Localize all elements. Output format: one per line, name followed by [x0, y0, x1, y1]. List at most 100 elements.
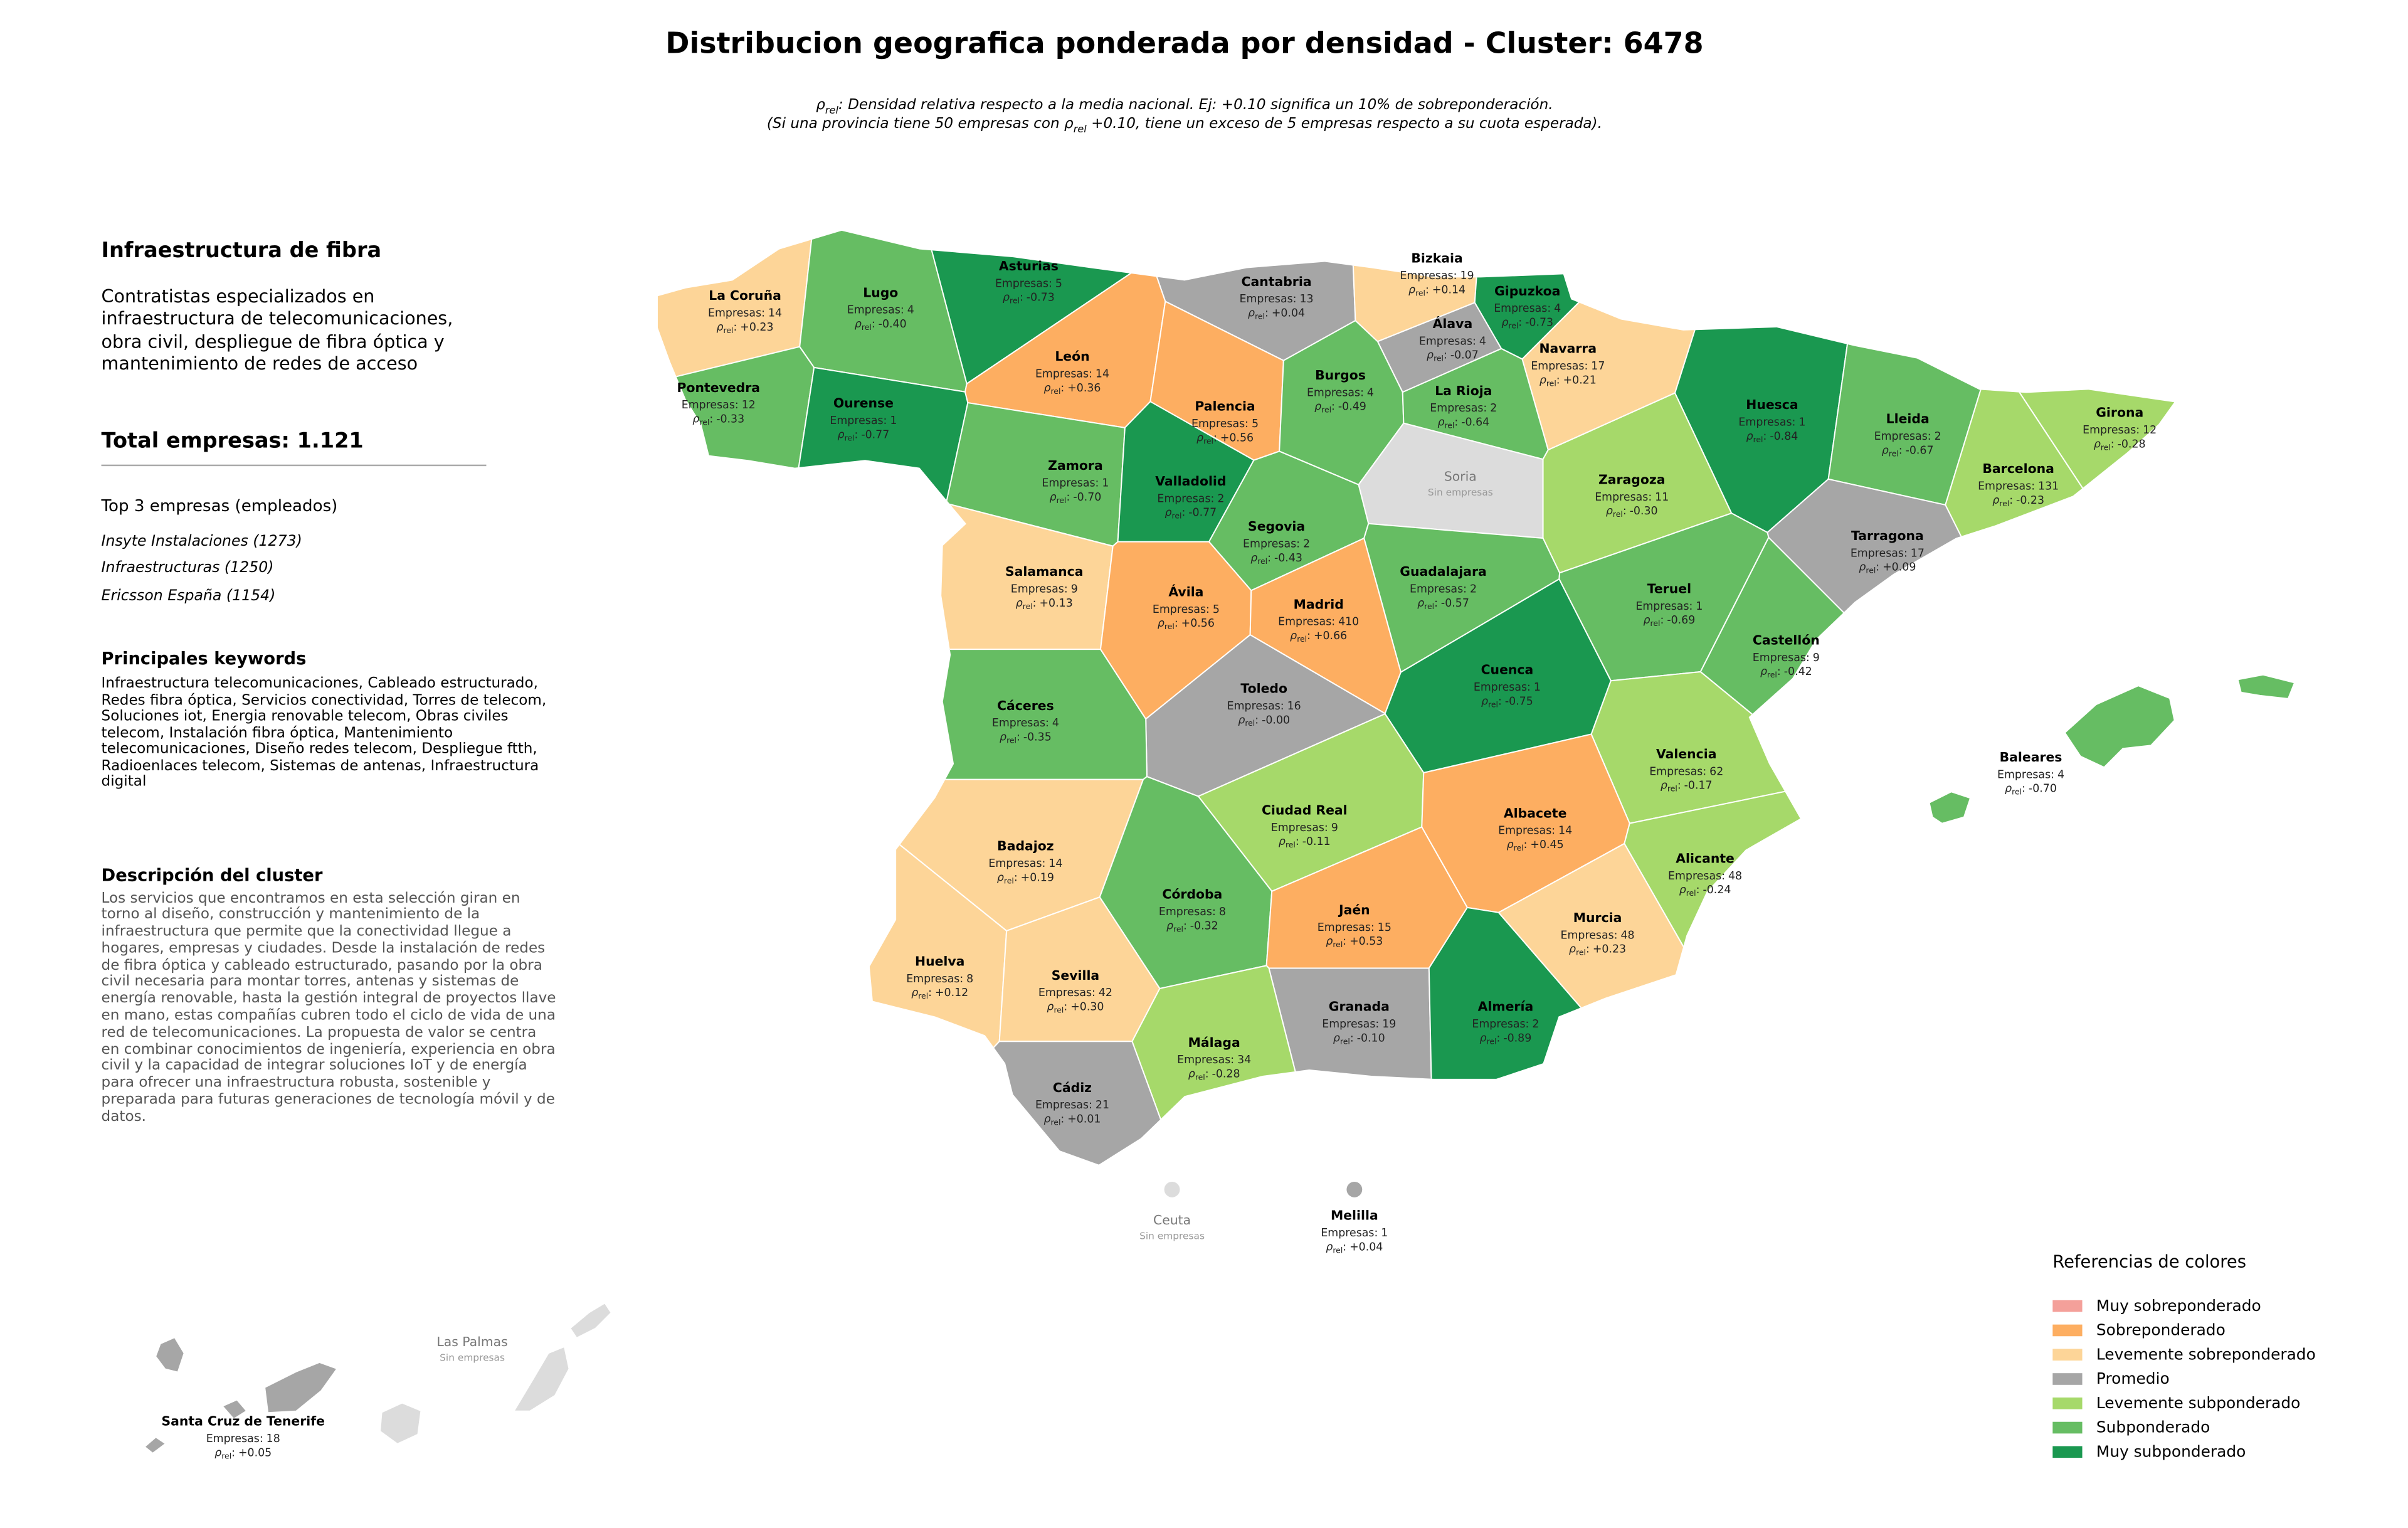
- text: Empresas:: [1410, 583, 1467, 595]
- text: ρ: [1047, 1001, 1054, 1014]
- rho-value: +0.56: [1220, 432, 1254, 444]
- text: :: [1060, 382, 1064, 395]
- text: :: [1454, 416, 1458, 429]
- province-area: [569, 1302, 612, 1339]
- rho-value: -0.89: [1503, 1032, 1531, 1044]
- text: rel: [1164, 622, 1175, 631]
- empresas-value: 14: [1096, 368, 1109, 381]
- rho-value: -0.11: [1302, 836, 1331, 848]
- rho-value: -0.77: [861, 428, 889, 441]
- rho-label: ρrel: +0.13: [1016, 597, 1073, 610]
- no-data-label: Sin empresas: [1139, 1230, 1205, 1241]
- text: Empresas:: [1153, 603, 1210, 616]
- rho-value: +0.53: [1349, 935, 1383, 948]
- text: rel: [1004, 876, 1014, 885]
- text: ρ: [1326, 935, 1333, 948]
- rho-label: ρrel: -0.28: [2094, 438, 2146, 451]
- text: ρ: [214, 1446, 221, 1459]
- empresas-label: Empresas: 11: [1595, 491, 1669, 504]
- rho-value: -0.70: [1073, 491, 1101, 504]
- text: ρ: [1250, 552, 1257, 565]
- rho-label: ρrel: +0.04: [1326, 1241, 1383, 1254]
- province-name: Santa Cruz de Tenerife: [161, 1414, 325, 1429]
- text: Empresas:: [1191, 418, 1249, 430]
- rho-value: +0.04: [1349, 1241, 1383, 1253]
- rho-label: ρrel: +0.23: [1569, 943, 1626, 957]
- empresas-label: Empresas: 8: [1159, 906, 1226, 918]
- text: :: [1518, 316, 1522, 329]
- empresas-label: Empresas: 12: [682, 399, 756, 411]
- province-area: [1624, 780, 2175, 1165]
- province-name: Ciudad Real: [1262, 802, 1348, 817]
- text: ρ: [1043, 1113, 1050, 1126]
- text: Empresas:: [1042, 477, 1099, 489]
- empresas-value: 11: [1655, 491, 1669, 504]
- empresas-value: 17: [1911, 547, 1925, 560]
- province-name: Castellón: [1753, 633, 1820, 648]
- rho-label: ρrel: -0.28: [1188, 1068, 1240, 1081]
- rho-value: -0.77: [1188, 507, 1217, 519]
- text: rel: [1173, 924, 1183, 933]
- empresas-value: 1: [1381, 1227, 1388, 1239]
- text: ρ: [911, 987, 918, 999]
- text: Empresas:: [1307, 386, 1364, 399]
- text: ρ: [1427, 349, 1434, 362]
- text: rel: [1434, 353, 1444, 363]
- empresas-value: 4: [2057, 768, 2064, 781]
- empresas-value: 14: [1048, 857, 1062, 870]
- text: Empresas:: [1227, 700, 1284, 713]
- text: :: [709, 413, 713, 426]
- text: ρ: [1408, 284, 1415, 296]
- text: ρ: [1326, 1241, 1333, 1253]
- text: ρ: [1196, 432, 1203, 444]
- rho-value: +0.04: [1272, 307, 1305, 320]
- province-name: Ceuta: [1153, 1212, 1191, 1228]
- rho-label: ρrel: -0.73: [1003, 292, 1055, 305]
- province-name: La Coruña: [709, 288, 781, 303]
- empresas-value: 2: [1532, 1018, 1539, 1031]
- province-name: Palencia: [1195, 399, 1255, 414]
- text: :: [1213, 432, 1217, 444]
- empresas-label: Empresas: 15: [1318, 921, 1391, 934]
- empresas-value: 2: [1470, 583, 1477, 595]
- top-item: Infraestructuras (1250): [101, 560, 274, 577]
- text: Empresas:: [1531, 360, 1588, 373]
- rho-value: +0.23: [1593, 943, 1626, 956]
- empresas-value: 4: [1052, 717, 1059, 730]
- text: rel: [1650, 618, 1661, 628]
- text: :: [928, 987, 932, 999]
- province-name: Cádiz: [1053, 1080, 1092, 1095]
- text: ρ: [1188, 1068, 1195, 1080]
- legend-label: Muy sobreponderado: [2096, 1297, 2261, 1315]
- total: Total empresas: 1.121: [101, 428, 364, 454]
- rho-value: +0.19: [1021, 871, 1054, 884]
- text: rel: [221, 1451, 231, 1460]
- text: Empresas:: [2083, 424, 2140, 437]
- text: rel: [1753, 434, 1763, 443]
- text: ρ: [1501, 316, 1508, 329]
- empresas-value: 5: [1055, 277, 1062, 290]
- top-item: Ericsson España (1154): [101, 586, 276, 605]
- text: :: [1307, 630, 1311, 642]
- text: ρ: [1003, 292, 1010, 304]
- rho-label: ρrel: -0.89: [1480, 1032, 1532, 1045]
- province-name: Cuenca: [1481, 662, 1534, 677]
- rho-label: ρrel: +0.36: [1043, 382, 1101, 395]
- text: :: [1020, 292, 1023, 304]
- text: Empresas:: [1978, 480, 2035, 492]
- text: Empresas:: [1157, 492, 1214, 505]
- empresas-value: 1: [1696, 600, 1703, 613]
- rho-value: -0.35: [1023, 731, 1052, 744]
- text: rel: [1010, 295, 1020, 305]
- province-name: Zaragoza: [1598, 472, 1666, 487]
- empresas-label: Empresas: 410: [1278, 616, 1359, 629]
- keywords: Infraestructura telecomunicaciones, Cabl…: [101, 675, 547, 791]
- text: :: [733, 321, 737, 334]
- rho-value: -0.33: [716, 413, 744, 426]
- rho-label: ρrel: -0.70: [2005, 783, 2057, 796]
- empresas-value: 4: [1554, 302, 1561, 315]
- rho-value: -0.73: [1027, 292, 1055, 304]
- rho-label: ρrel: -0.33: [692, 413, 744, 427]
- rho-label: ρrel: +0.01: [1043, 1113, 1101, 1127]
- rho-value: +0.36: [1067, 382, 1101, 395]
